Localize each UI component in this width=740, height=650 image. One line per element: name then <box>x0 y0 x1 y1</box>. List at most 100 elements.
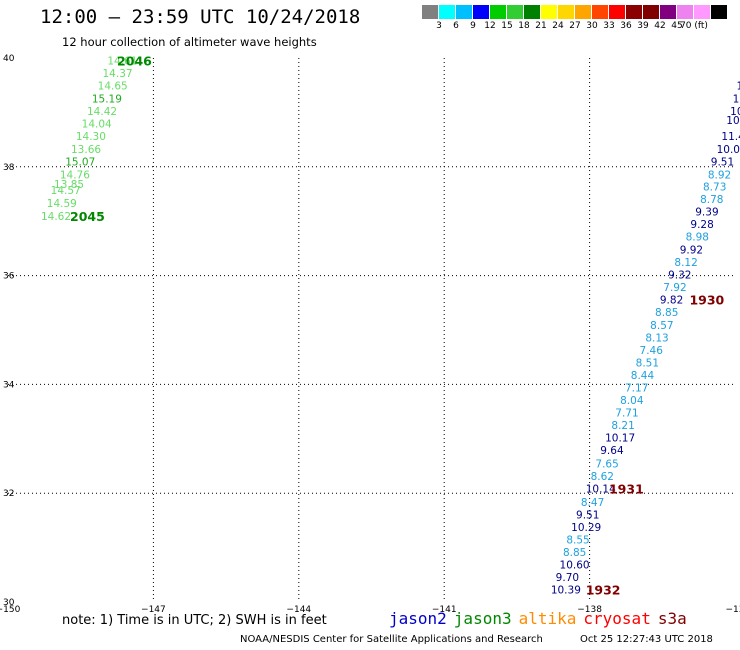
wave-height-value: 8.92 <box>708 169 731 181</box>
colorbar-swatch <box>507 5 524 19</box>
wave-height-value: 10.14 <box>586 483 616 495</box>
legend-item-altika: altika <box>518 609 577 628</box>
colorbar-swatch <box>524 5 541 19</box>
chart-title: 12:00 – 23:59 UTC 10/24/2018 <box>40 6 361 28</box>
wave-height-value: 14.04 <box>82 118 112 130</box>
wave-height-value: 7.92 <box>663 282 686 294</box>
colorbar-tick-label: 6 <box>453 21 459 31</box>
colorbar-swatch <box>456 5 473 19</box>
y-tick-label: 30 <box>3 598 15 608</box>
legend: jason2 jason3 altika cryosat s3a <box>389 609 694 628</box>
wave-height-value: 8.85 <box>563 547 586 559</box>
x-tick-label: −141 <box>432 605 457 615</box>
wave-height-value: 14.37 <box>103 68 133 80</box>
wave-height-value: 9.64 <box>600 445 624 457</box>
colorbar-swatch <box>592 5 609 19</box>
colorbar-swatch <box>422 5 439 19</box>
time-label: 2046 <box>117 54 152 69</box>
timestamp-text: Oct 25 12:27:43 UTC 2018 <box>580 634 713 645</box>
colorbar-tick-label: 30 <box>586 21 598 31</box>
wave-height-value: 9.70 <box>556 572 579 584</box>
y-tick-label: 40 <box>3 54 15 64</box>
colorbar-swatch <box>473 5 490 19</box>
wave-height-value: 10.33 <box>730 106 740 118</box>
wave-height-value: 10.17 <box>605 433 635 445</box>
x-tick-label: −13 <box>726 605 740 615</box>
wave-height-value: 15.07 <box>65 156 95 168</box>
y-tick-label: 34 <box>3 380 15 390</box>
wave-height-value: 9.82 <box>660 295 683 307</box>
colorbar-swatch <box>541 5 558 19</box>
wave-height-value: 9.51 <box>711 156 734 168</box>
wave-height-value: 13.85 <box>54 179 84 191</box>
colorbar-tick-label: 39 <box>637 21 649 31</box>
y-tick-label: 36 <box>3 272 15 282</box>
wave-height-value: 8.21 <box>611 420 634 432</box>
colorbar <box>422 5 728 19</box>
wave-height-value: 14.59 <box>47 198 77 210</box>
chart-subtitle: 12 hour collection of altimeter wave hei… <box>62 35 317 49</box>
wave-height-value: 14.62 <box>41 211 71 223</box>
wave-height-value: 8.62 <box>591 471 614 483</box>
colorbar-swatch <box>558 5 575 19</box>
y-tick-label: 32 <box>3 489 14 499</box>
wave-height-value: 14.76 <box>60 169 90 181</box>
wave-height-value: 8.78 <box>700 194 723 206</box>
wave-height-value: 8.12 <box>674 257 697 269</box>
wave-height-value: 14.61 <box>107 56 137 68</box>
wave-height-value: 14.65 <box>98 81 128 93</box>
wave-height-value: 13.66 <box>71 144 101 156</box>
wave-height-value: 11.18 <box>733 93 740 105</box>
colorbar-swatch <box>660 5 677 19</box>
colorbar-swatch <box>711 5 728 19</box>
wave-height-value: 11.9 <box>736 81 740 93</box>
legend-item-jason3: jason3 <box>453 609 512 628</box>
wave-height-value: 8.44 <box>631 370 655 382</box>
wave-height-value: 7.71 <box>615 408 638 420</box>
colorbar-swatch <box>643 5 660 19</box>
colorbar-tick-label: 18 <box>518 21 530 31</box>
wave-height-value: 9.92 <box>680 244 703 256</box>
colorbar-swatch <box>490 5 507 19</box>
colorbar-tick-label: 42 <box>654 21 666 31</box>
wave-height-value: 10.60 <box>560 559 590 571</box>
colorbar-tick-label: 33 <box>603 21 615 31</box>
wave-height-value: 7.46 <box>640 345 664 357</box>
colorbar-swatch <box>694 5 711 19</box>
x-tick-label: −138 <box>577 605 602 615</box>
colorbar-tick-label: 70 (ft) <box>680 21 708 31</box>
wave-height-value: 7.17 <box>625 383 648 395</box>
wave-height-value: 8.55 <box>566 534 589 546</box>
wave-height-value: 8.57 <box>650 320 673 332</box>
time-label: 2045 <box>70 209 105 224</box>
time-label: 1930 <box>689 293 724 308</box>
colorbar-ticks: 3 6 9 12 15 18 21 24 27 30 33 36 39 42 45 70 (ft) <box>422 21 740 33</box>
colorbar-tick-label: 9 <box>470 21 476 31</box>
wave-height-value: 15.19 <box>92 93 122 105</box>
x-tick-label: −147 <box>141 605 166 615</box>
x-tick-label: −150 <box>0 605 21 615</box>
wave-height-value: 9.39 <box>695 206 718 218</box>
legend-item-jason2: jason2 <box>389 609 447 628</box>
colorbar-swatch <box>677 5 694 19</box>
wave-height-value: 10.01 <box>717 144 740 156</box>
colorbar-tick-label: 12 <box>484 21 496 31</box>
y-tick-label: 38 <box>3 163 15 173</box>
colorbar-tick-label: 45 <box>671 21 683 31</box>
wave-height-value: 8.04 <box>620 395 644 407</box>
wave-height-value: 8.51 <box>636 358 659 370</box>
colorbar-tick-label: 3 <box>436 21 442 31</box>
wave-height-value: 8.85 <box>655 307 678 319</box>
colorbar-tick-label: 24 <box>552 21 564 31</box>
colorbar-tick-label: 27 <box>569 21 581 31</box>
wave-height-value: 14.30 <box>76 131 106 143</box>
wave-height-value: 11.49 <box>721 131 740 143</box>
colorbar-swatch <box>626 5 643 19</box>
colorbar-swatch <box>439 5 456 19</box>
wave-height-value: 9.28 <box>690 219 713 231</box>
wave-height-value: 9.51 <box>576 509 599 521</box>
wave-height-value: 10.90 <box>726 115 740 127</box>
wave-height-value: 8.73 <box>703 181 726 193</box>
